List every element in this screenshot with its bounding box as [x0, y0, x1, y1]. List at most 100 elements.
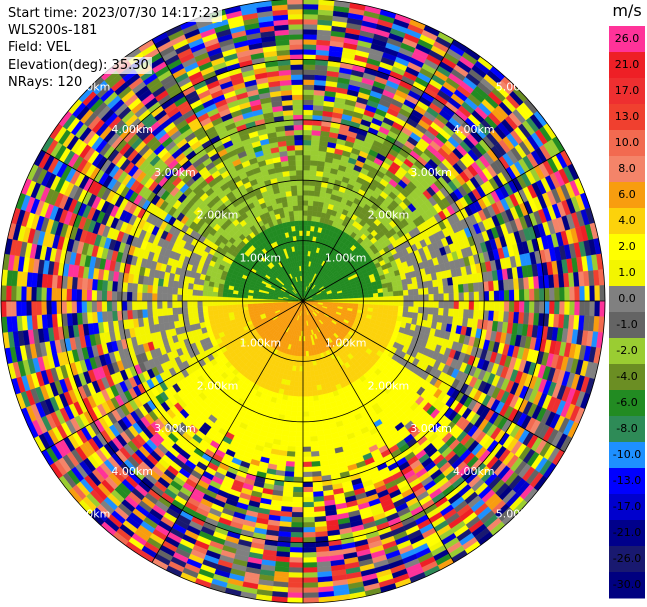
velocity-cell	[498, 290, 505, 302]
velocity-cell	[302, 572, 318, 578]
velocity-cell	[289, 547, 304, 553]
velocity-cell	[443, 300, 450, 309]
velocity-cell	[313, 400, 320, 407]
velocity-cell	[347, 295, 354, 299]
velocity-cell	[302, 79, 315, 86]
velocity-cell	[524, 288, 530, 302]
velocity-cell	[298, 371, 304, 377]
velocity-cell	[302, 416, 310, 422]
velocity-cell	[549, 287, 555, 302]
velocity-cell	[313, 405, 321, 412]
velocity-cell	[293, 481, 304, 488]
velocity-cell	[579, 300, 586, 316]
velocity-cell	[312, 104, 324, 111]
velocity-cell	[284, 466, 295, 473]
velocity-cell	[307, 385, 313, 392]
velocity-cell	[284, 471, 295, 478]
velocity-cell	[298, 381, 304, 387]
velocity-cell	[302, 59, 316, 65]
velocity-cell	[298, 376, 304, 382]
velocity-cell	[311, 129, 322, 136]
velocity-cell	[428, 300, 435, 308]
velocity-cell	[290, 410, 298, 417]
velocity-cell	[443, 293, 450, 302]
velocity-cell	[302, 441, 311, 448]
velocity-cell	[302, 431, 311, 438]
velocity-cell	[352, 295, 359, 299]
velocity-cell	[302, 89, 315, 96]
velocity-cell	[302, 119, 313, 126]
velocity-cell	[288, 567, 304, 573]
velocity-cell	[291, 400, 298, 407]
velocity-cell	[302, 511, 315, 518]
velocity-cell	[302, 396, 309, 402]
velocity-cell	[392, 305, 399, 312]
velocity-cell	[293, 380, 299, 387]
velocity-cell	[302, 195, 309, 201]
velocity-cell	[402, 289, 409, 296]
velocity-cell	[297, 401, 304, 407]
velocity-cell	[488, 290, 495, 302]
velocity-cell	[289, 425, 297, 432]
velocity-cell	[299, 366, 304, 372]
velocity-cell	[493, 300, 500, 312]
velocity-cell	[432, 286, 439, 295]
velocity-cell	[302, 451, 312, 458]
velocity-cell	[393, 295, 399, 302]
velocity-cell	[373, 296, 379, 302]
velocity-cell	[307, 390, 314, 397]
velocity-cell	[306, 220, 312, 227]
velocity-cell	[427, 280, 434, 288]
velocity-cell	[302, 471, 313, 478]
velocity-cell	[302, 491, 314, 498]
velocity-cell	[302, 18, 318, 25]
velocity-cell	[417, 306, 424, 314]
velocity-cell	[296, 426, 304, 433]
velocity-cell	[296, 411, 304, 417]
velocity-cell	[282, 486, 294, 493]
velocity-cell	[398, 295, 404, 302]
velocity-cell	[308, 180, 316, 187]
velocity-cell	[287, 592, 304, 599]
velocity-cell	[432, 307, 439, 316]
velocity-cell	[307, 210, 313, 217]
velocity-cell	[397, 285, 404, 292]
velocity-cell	[302, 44, 317, 50]
velocity-cell	[589, 285, 596, 302]
velocity-cell	[368, 300, 374, 305]
velocity-cell	[473, 300, 480, 311]
velocity-cell	[311, 140, 320, 146]
velocity-cell	[529, 300, 535, 314]
velocity-cell	[564, 300, 570, 316]
velocity-cell	[306, 375, 312, 382]
velocity-cell	[534, 300, 540, 314]
velocity-cell	[302, 466, 313, 473]
velocity-cell	[302, 446, 312, 453]
velocity-cell	[458, 309, 464, 318]
velocity-cell	[589, 300, 596, 317]
velocity-cell	[383, 296, 389, 302]
velocity-cell	[433, 293, 440, 302]
velocity-cell	[302, 582, 319, 589]
velocity-cell	[287, 587, 304, 594]
velocity-cell	[302, 481, 313, 488]
velocity-cell	[302, 8, 319, 15]
velocity-cell	[302, 547, 317, 553]
velocity-cell	[290, 537, 304, 543]
velocity-cell	[310, 446, 319, 452]
velocity-cell	[503, 290, 510, 302]
velocity-cell	[291, 506, 304, 513]
velocity-cell	[302, 109, 314, 116]
velocity-cell	[302, 516, 315, 523]
velocity-cell	[302, 376, 308, 382]
velocity-cell	[524, 300, 530, 314]
velocity-cell	[463, 292, 470, 302]
velocity-cell	[599, 300, 606, 317]
velocity-cell	[488, 280, 495, 292]
velocity-cell	[307, 380, 313, 387]
velocity-cell	[513, 289, 520, 302]
velocity-cell	[309, 436, 318, 442]
velocity-cell	[312, 205, 319, 212]
velocity-cell	[302, 124, 313, 131]
velocity-cell	[294, 446, 304, 453]
